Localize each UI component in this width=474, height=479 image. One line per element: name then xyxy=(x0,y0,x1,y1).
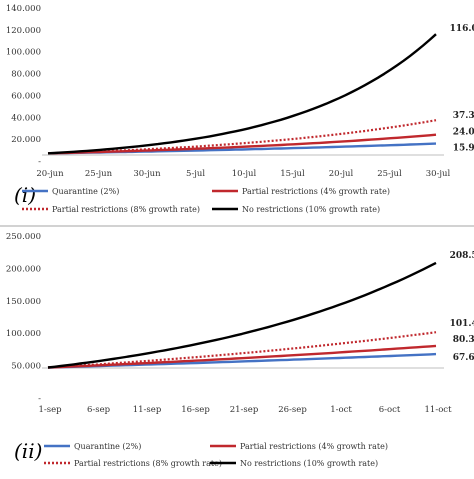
x-tick-label: 25-jul xyxy=(377,169,402,179)
y-tick-label: 250.000 xyxy=(6,232,41,242)
x-tick-label: 1-sep xyxy=(38,405,62,415)
legend-label: Partial restrictions (8% growth rate) xyxy=(52,205,200,214)
series-line-none10 xyxy=(47,261,437,369)
panel-label: (ii) xyxy=(14,439,42,463)
legend-label: No restrictions (10% growth rate) xyxy=(240,459,378,468)
x-tick-label: 16-sep xyxy=(181,405,210,415)
data-label: 101.489 xyxy=(450,319,474,329)
series-line-partial8 xyxy=(47,331,437,369)
y-tick-label: 40.000 xyxy=(11,113,41,123)
legend-label: Partial restrictions (4% growth rate) xyxy=(242,187,390,196)
legend-label: Partial restrictions (8% growth rate) xyxy=(74,459,222,468)
x-tick-label: 5-jul xyxy=(186,169,205,179)
data-label: 116.018 xyxy=(450,24,474,34)
panel-ii: - 50.000 100.000 150.000 200.000 250.000 1-sep… xyxy=(6,232,474,468)
x-tick-label: 6-oct xyxy=(379,405,401,415)
panel-label: (i) xyxy=(14,183,36,207)
x-tick-label: 30-jun xyxy=(133,169,161,179)
data-label: 37.372 xyxy=(453,111,474,121)
panel-i: - 20.000 40.000 60.000 80.000 100.000 120.000 1… xyxy=(6,4,474,214)
series-line-partial8 xyxy=(47,119,437,155)
x-tick-label: 11-sep xyxy=(133,405,162,415)
y-tick-label: 140.000 xyxy=(6,4,41,14)
series-line-none10 xyxy=(47,33,437,155)
legend-label: No restrictions (10% growth rate) xyxy=(242,205,380,214)
x-tick-label: 10-jul xyxy=(232,169,257,179)
x-tick-label: 21-sep xyxy=(230,405,259,415)
x-tick-label: 30-jul xyxy=(426,169,451,179)
y-tick-label: - xyxy=(38,394,41,404)
data-label: 80.389 xyxy=(453,335,474,345)
x-tick-label: 20-jun xyxy=(36,169,64,179)
y-tick-label: - xyxy=(38,157,41,167)
x-tick-label: 6-sep xyxy=(87,405,111,415)
x-tick-label: 26-sep xyxy=(278,405,307,415)
data-label: 15.920 xyxy=(453,144,474,154)
legend-label: Quarantine (2%) xyxy=(74,442,141,451)
legend-label: Quarantine (2%) xyxy=(52,187,119,196)
y-tick-label: 80.000 xyxy=(11,70,41,80)
y-tick-label: 100.000 xyxy=(6,48,41,58)
y-tick-label: 50.000 xyxy=(11,362,41,372)
y-tick-label: 20.000 xyxy=(11,135,41,145)
x-tick-label: 25-jun xyxy=(85,169,113,179)
data-label: 24.050 xyxy=(453,128,474,138)
y-tick-label: 60.000 xyxy=(11,91,41,101)
series-line-partial4 xyxy=(47,344,437,369)
x-tick-label: 11-oct xyxy=(425,405,453,415)
legend-label: Partial restrictions (4% growth rate) xyxy=(240,442,388,451)
y-tick-label: 100.000 xyxy=(6,329,41,339)
y-tick-label: 200.000 xyxy=(6,264,41,274)
y-tick-label: 120.000 xyxy=(6,26,41,36)
x-tick-label: 1-oct xyxy=(330,405,352,415)
y-tick-label: 150.000 xyxy=(6,297,41,307)
data-label: 67.694 xyxy=(453,353,474,363)
x-tick-label: 15-jul xyxy=(280,169,305,179)
data-label: 208.502 xyxy=(450,251,474,261)
x-tick-label: 20-jul xyxy=(329,169,354,179)
